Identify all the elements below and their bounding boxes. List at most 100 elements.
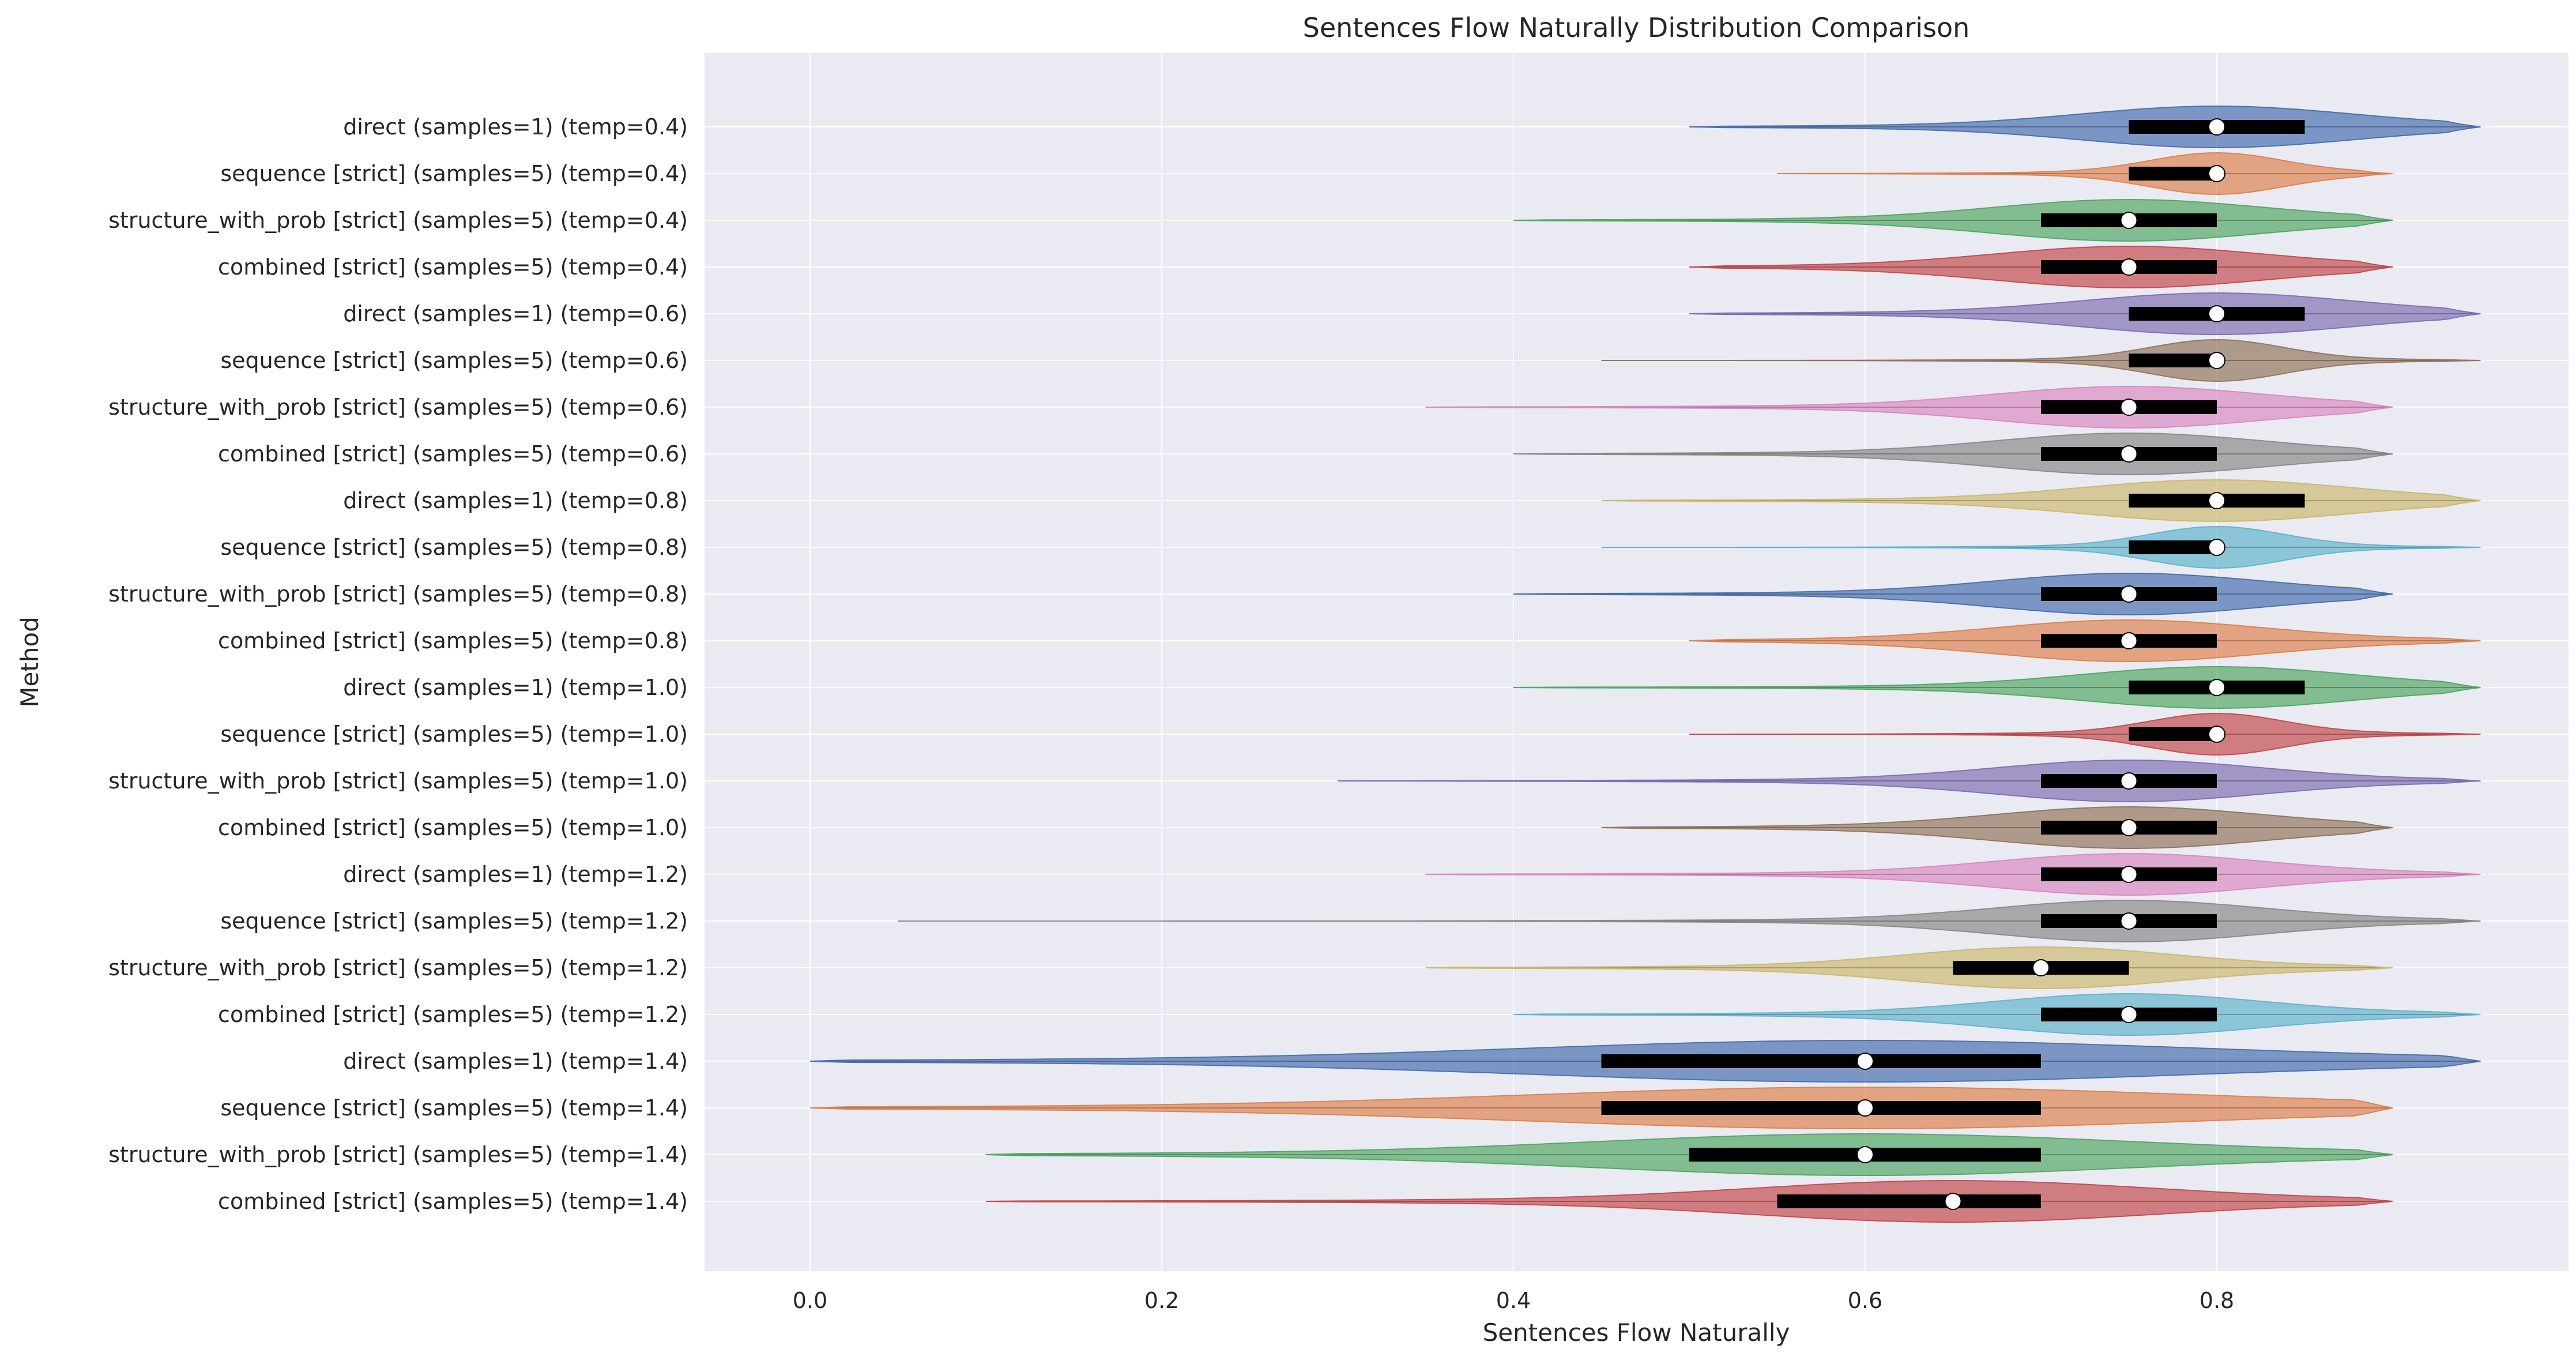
- y-tick-label: structure_with_prob [strict] (samples=5)…: [108, 394, 688, 420]
- violin-group: [985, 1180, 2393, 1223]
- violin-body: [1601, 806, 2393, 849]
- y-tick-label: direct (samples=1) (temp=1.4): [343, 1049, 688, 1074]
- violin-group: [1513, 432, 2393, 476]
- x-tick-label: 0.6: [1848, 1288, 1882, 1313]
- violin-body: [1513, 572, 2393, 616]
- y-tick-label: structure_with_prob [strict] (samples=5)…: [108, 768, 688, 794]
- x-axis-label: Sentences Flow Naturally: [1483, 1318, 1790, 1347]
- violin-median-point: [2120, 212, 2138, 229]
- violin-group: [1601, 339, 2481, 382]
- violin-group: [809, 1087, 2393, 1129]
- violin-body: [1337, 759, 2481, 803]
- violin-body: [1425, 386, 2393, 429]
- violin-group: [1601, 806, 2393, 849]
- violin-iqr-box: [1601, 1054, 2041, 1068]
- violin-median-point: [1944, 1193, 1962, 1210]
- violin-body: [985, 1180, 2393, 1223]
- violin-group: [1689, 292, 2481, 335]
- violin-body: [1689, 292, 2481, 335]
- y-tick-label: structure_with_prob [strict] (samples=5)…: [108, 208, 688, 233]
- y-tick-label: combined [strict] (samples=5) (temp=0.8): [218, 628, 688, 653]
- violin-body: [1601, 339, 2481, 382]
- violin-median-point: [2120, 445, 2138, 463]
- violin-body: [1513, 432, 2393, 476]
- violin-body: [1425, 946, 2393, 989]
- violin-group: [1337, 759, 2481, 803]
- y-tick-label: sequence [strict] (samples=5) (temp=0.6): [220, 348, 688, 373]
- violin-group: [1425, 852, 2481, 896]
- violin-iqr-box: [1601, 1101, 2041, 1115]
- violin-group: [1513, 666, 2481, 709]
- x-tick-label: 0.8: [2200, 1288, 2234, 1313]
- violin-group: [985, 1133, 2393, 1176]
- y-tick-label: sequence [strict] (samples=5) (temp=0.8): [220, 535, 688, 560]
- violin-median-point: [2208, 679, 2225, 696]
- violin-median-point: [2120, 258, 2138, 276]
- violin-body: [1601, 525, 2481, 569]
- y-tick-label: sequence [strict] (samples=5) (temp=1.4): [220, 1095, 688, 1121]
- violin-body: [1513, 198, 2393, 242]
- x-tick-label: 0.2: [1144, 1288, 1179, 1313]
- violin-iqr-box: [2129, 167, 2217, 181]
- y-tick-label: combined [strict] (samples=5) (temp=1.0): [218, 815, 688, 840]
- violin-iqr-box: [2129, 540, 2217, 554]
- x-tick-labels: 0.0 0.2 0.4 0.6 0.8: [793, 1288, 2234, 1313]
- y-axis-label: Method: [16, 617, 44, 708]
- violin-median-point: [2120, 912, 2138, 930]
- y-tick-label: direct (samples=1) (temp=1.2): [343, 862, 688, 887]
- violin-group: [1513, 993, 2481, 1036]
- violin-body: [1601, 479, 2481, 523]
- violin-median-point: [1856, 1146, 1874, 1163]
- violin-group: [1425, 946, 2393, 989]
- violin-group: [1425, 386, 2393, 429]
- violin-body: [1777, 152, 2393, 196]
- violin-median-point: [2032, 959, 2050, 976]
- y-tick-label: sequence [strict] (samples=5) (temp=1.2): [220, 908, 688, 934]
- violin-median-point: [2120, 866, 2138, 883]
- y-tick-label: direct (samples=1) (temp=0.8): [343, 488, 688, 513]
- violin-median-point: [2120, 585, 2138, 603]
- y-tick-label: direct (samples=1) (temp=1.0): [343, 675, 688, 700]
- y-tick-label: direct (samples=1) (temp=0.4): [343, 114, 688, 140]
- y-tick-label: combined [strict] (samples=5) (temp=0.6): [218, 441, 688, 467]
- violin-median-point: [2208, 305, 2225, 322]
- violin-group: [1601, 525, 2481, 569]
- violin-group: [809, 1040, 2481, 1083]
- violin-group: [1689, 712, 2481, 756]
- chart-title: Sentences Flow Naturally Distribution Co…: [1303, 12, 1970, 43]
- violin-median-point: [2120, 1006, 2138, 1023]
- violin-median-point: [2208, 352, 2225, 369]
- violin-body: [1513, 666, 2481, 709]
- violin-body: [1689, 106, 2481, 148]
- violin-iqr-box: [2129, 727, 2217, 741]
- violin-group: [1689, 619, 2481, 662]
- y-tick-label: sequence [strict] (samples=5) (temp=0.4): [220, 161, 688, 186]
- y-tick-label: structure_with_prob [strict] (samples=5)…: [108, 955, 688, 980]
- violin-median-point: [2208, 118, 2225, 136]
- violin-group: [1513, 198, 2393, 242]
- violin-body: [1513, 993, 2481, 1036]
- violin-median-point: [2120, 632, 2138, 649]
- y-tick-label: combined [strict] (samples=5) (temp=1.4): [218, 1189, 688, 1214]
- violins: [809, 106, 2481, 1223]
- y-tick-label: direct (samples=1) (temp=0.6): [343, 301, 688, 326]
- violin-median-point: [2208, 726, 2225, 743]
- violin-iqr-box: [1777, 1194, 2041, 1208]
- y-tick-label: structure_with_prob [strict] (samples=5)…: [108, 1142, 688, 1167]
- violin-iqr-box: [2129, 354, 2217, 367]
- violin-median-point: [2120, 819, 2138, 836]
- violin-median-point: [1856, 1053, 1874, 1070]
- violin-body: [1689, 712, 2481, 756]
- violin-group: [1513, 572, 2393, 616]
- violin-median-point: [2208, 539, 2225, 556]
- violin-median-point: [1856, 1099, 1874, 1117]
- violin-median-point: [2120, 399, 2138, 416]
- violin-group: [1689, 106, 2481, 148]
- y-tick-label: combined [strict] (samples=5) (temp=0.4): [218, 254, 688, 280]
- x-tick-label: 0.0: [793, 1288, 827, 1313]
- violin-median-point: [2208, 165, 2225, 182]
- violin-group: [1601, 479, 2481, 523]
- violin-group: [1689, 246, 2393, 288]
- y-tick-label: combined [strict] (samples=5) (temp=1.2): [218, 1002, 688, 1027]
